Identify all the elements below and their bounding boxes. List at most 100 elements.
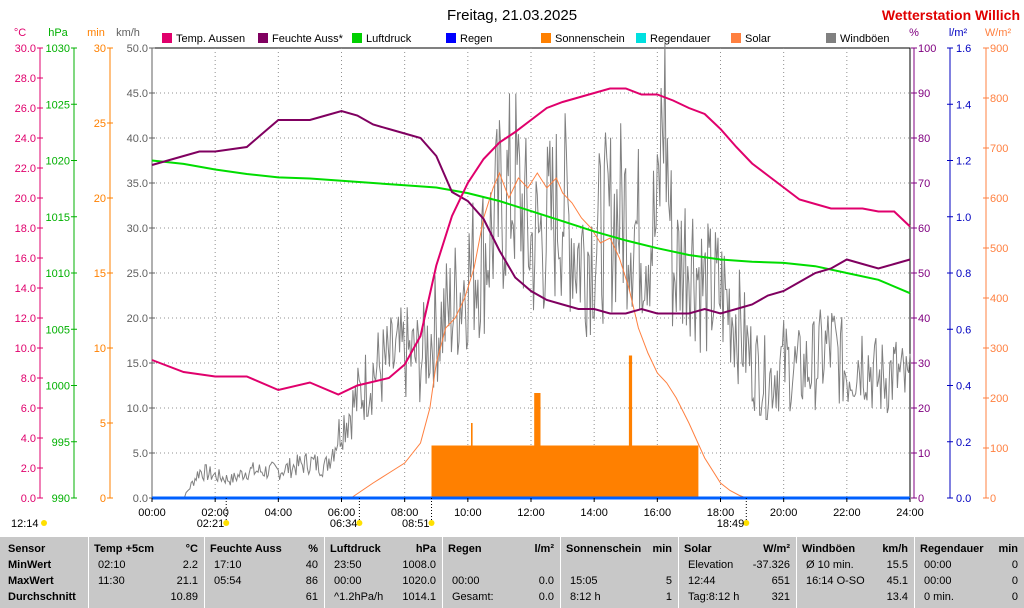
axis-tick-label-humidity: 80 <box>918 133 930 145</box>
axis-unit-humidity: % <box>909 27 919 39</box>
stats-cell-value: 0.0 <box>538 591 554 603</box>
axis-unit-pressure: hPa <box>48 27 68 39</box>
axis-tick-label-solar: 100 <box>990 443 1008 455</box>
stats-row: Gesamt: 0.0 <box>448 589 554 605</box>
stats-cell-value: 1020.0 <box>402 575 436 587</box>
axis-tick-label-wind: 30.0 <box>127 223 148 235</box>
stats-cell-value: 1 <box>665 591 672 603</box>
x-tick-label: 00:00 <box>138 507 166 519</box>
series-pressure <box>151 159 911 295</box>
axis-tick-label-rain: 1.6 <box>956 43 971 55</box>
stats-cell-value: 45.1 <box>886 575 908 587</box>
stats-row: Tag:8:12 h 321 <box>684 589 790 605</box>
stats-cell-value: 10.89 <box>170 591 198 603</box>
stats-cell-time: 00:00 <box>924 575 952 587</box>
marker-time: 18:49 <box>717 518 745 530</box>
axis-tick-label-wind: 0.0 <box>133 493 148 505</box>
legend-label: Feuchte Auss* <box>272 33 344 45</box>
stats-cell-time: 00:00 <box>452 575 480 587</box>
stats-row: 11:30 21.1 <box>94 573 198 589</box>
stats-cell-time: 8:12 h <box>570 591 601 603</box>
stats-cell-value: 13.4 <box>886 591 908 603</box>
stats-cell-time: 00:00 <box>924 559 952 571</box>
axis-tick-label-rain: 0.4 <box>956 381 971 393</box>
axis-tick-label-temp: 12.0 <box>15 313 36 325</box>
x-tick-label: 10:00 <box>454 507 482 519</box>
axis-unit-solar: W/m² <box>985 27 1012 39</box>
stats-separator <box>796 537 797 608</box>
stats-cell-time: ^1.2hPa/h <box>334 591 384 603</box>
axis-tick-label-solar: 800 <box>990 93 1008 105</box>
stats-header: Regendauer min <box>920 541 1018 557</box>
axis-tick-label-pressure: 995 <box>52 437 70 449</box>
stats-row: 0 min. 0 <box>920 589 1018 605</box>
axis-tick-label-humidity: 70 <box>918 178 930 190</box>
axis-tick-label-wind: 50.0 <box>127 43 148 55</box>
stats-header-label: Sonnenschein <box>566 543 642 555</box>
stats-cell-value: 651 <box>771 575 790 587</box>
axis-unit-wind: km/h <box>116 27 140 39</box>
axis-tick-label-minutes: 30 <box>94 43 106 55</box>
axis-tick-label-wind: 35.0 <box>127 178 148 190</box>
row-labels: Sensor MinWert MaxWert Durchschnitt <box>0 537 88 608</box>
x-tick-label: 20:00 <box>770 507 798 519</box>
row-label-max: MaxWert <box>8 575 54 587</box>
legend-label: Sonnenschein <box>555 33 625 45</box>
axis-tick-label-wind: 45.0 <box>127 88 148 100</box>
stats-header-label: Regendauer <box>920 543 984 555</box>
legend-label: Luftdruck <box>366 33 412 45</box>
stats-header: Solar W/m² <box>684 541 790 557</box>
axis-tick-label-pressure: 1005 <box>46 324 70 336</box>
axis-tick-label-temp: 16.0 <box>15 253 36 265</box>
legend-swatch <box>636 33 646 43</box>
stats-column: Temp +5cm °C 02:10 2.2 11:30 21.1 10.89 <box>88 537 204 608</box>
series-solar <box>152 171 910 499</box>
axis-tick-label-humidity: 10 <box>918 448 930 460</box>
stats-row <box>448 557 554 573</box>
stats-row: 61 <box>210 589 318 605</box>
stats-row: 00:00 1020.0 <box>330 573 436 589</box>
stats-cell-value: 1014.1 <box>402 591 436 603</box>
axis-tick-label-temp: 10.0 <box>15 343 36 355</box>
axis-tick-label-temp: 2.0 <box>21 463 36 475</box>
legend-label: Temp. Aussen <box>176 33 245 45</box>
stats-column: Regen l/m² 00:00 0.0 Gesamt: 0.0 <box>442 537 560 608</box>
axis-tick-label-humidity: 40 <box>918 313 930 325</box>
axis-tick-label-pressure: 1015 <box>46 212 70 224</box>
weather-chart: Freitag, 21.03.2025 Wetterstation Willic… <box>11 7 1020 530</box>
stats-header-label: Windböen <box>802 543 856 555</box>
marker-dot <box>743 520 750 526</box>
axis-tick-label-minutes: 0 <box>100 493 106 505</box>
stats-cell-time: 15:05 <box>570 575 598 587</box>
stats-row: Elevation -37.326 <box>684 557 790 573</box>
axis-tick-label-temp: 28.0 <box>15 73 36 85</box>
x-tick-label: 12:00 <box>517 507 545 519</box>
axis-tick-label-solar: 400 <box>990 293 1008 305</box>
row-label-avg: Durchschnitt <box>8 591 76 603</box>
axis-tick-label-temp: 6.0 <box>21 403 36 415</box>
stats-cell-value: 86 <box>305 575 318 587</box>
marker-dot <box>356 520 363 526</box>
stats-row: Ø 10 min. 15.5 <box>802 557 908 573</box>
axis-tick-label-rain: 1.2 <box>956 156 971 168</box>
stats-header-unit: °C <box>185 543 198 555</box>
x-tick-label: 02:00 <box>201 507 229 519</box>
series-sunshine <box>152 355 910 498</box>
x-tick-label: 06:00 <box>328 507 356 519</box>
stats-cell-value: 0 <box>1011 559 1018 571</box>
axis-tick-label-pressure: 1000 <box>46 381 70 393</box>
axis-tick-label-solar: 900 <box>990 43 1008 55</box>
stats-row: 12:44 651 <box>684 573 790 589</box>
stats-cell-time: Elevation <box>688 559 734 571</box>
stats-header: Regen l/m² <box>448 541 554 557</box>
axis-tick-label-pressure: 990 <box>52 493 70 505</box>
axis-tick-label-pressure: 1020 <box>46 156 70 168</box>
x-tick-label: 24:00 <box>896 507 924 519</box>
stats-cell-time: Gesamt: <box>452 591 494 603</box>
axis-tick-label-humidity: 60 <box>918 223 930 235</box>
stats-row: 02:10 2.2 <box>94 557 198 573</box>
stats-cell-time: 02:10 <box>98 559 126 571</box>
axis-tick-label-temp: 24.0 <box>15 133 36 145</box>
stats-row: 00:00 0 <box>920 557 1018 573</box>
series-wind-gusts <box>152 41 911 499</box>
